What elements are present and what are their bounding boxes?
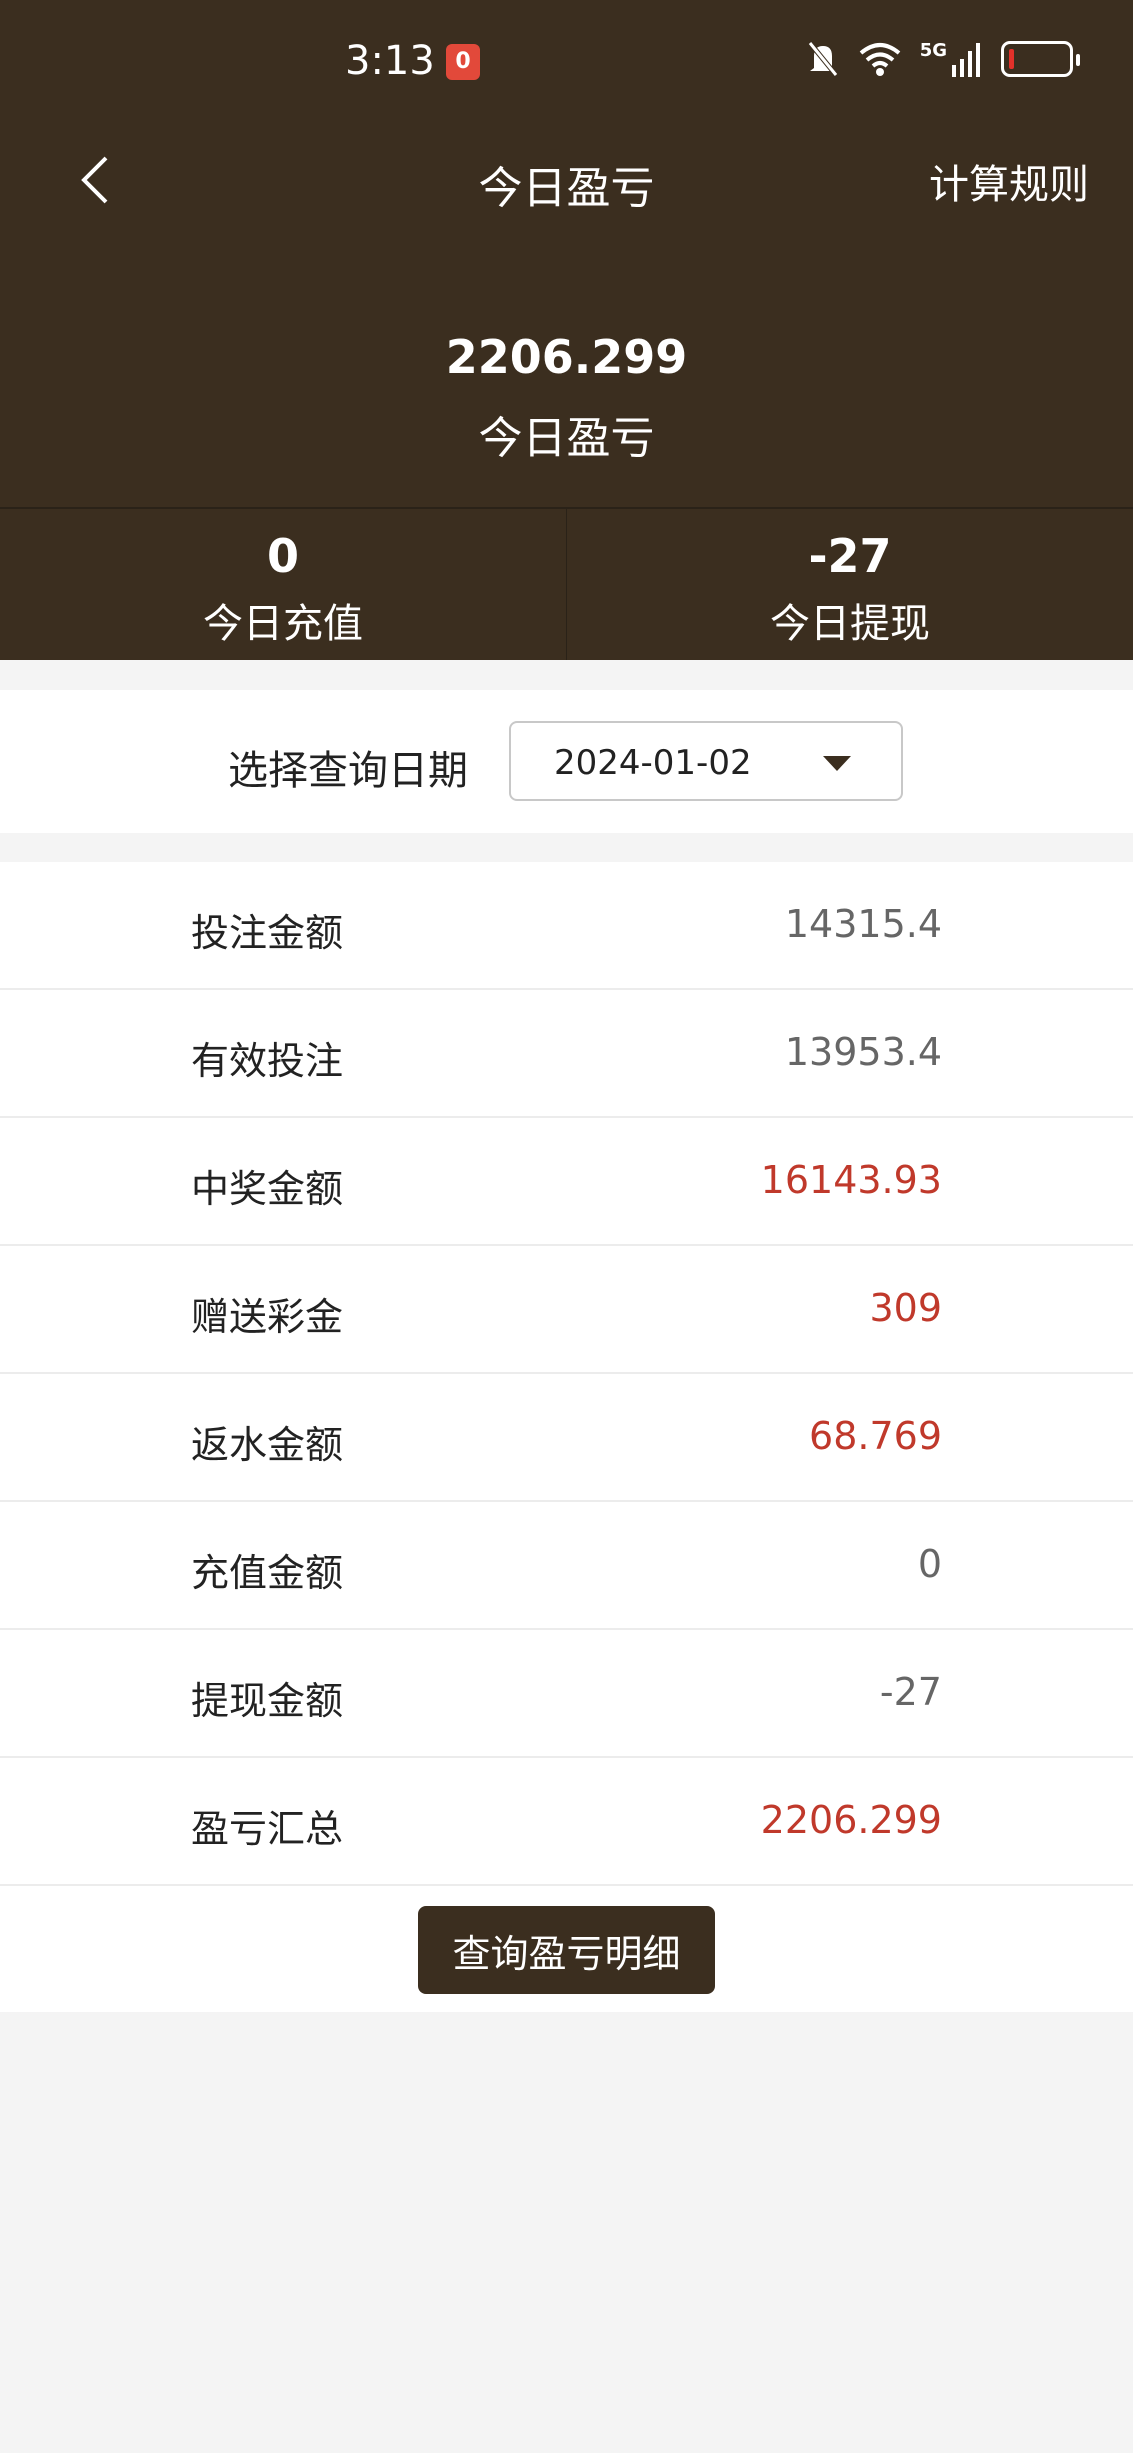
chevron-left-icon[interactable] <box>70 150 130 210</box>
header: 3:13 0 5G 今日盈亏 计算规则 2206.299 今日盈亏 0 今日充值… <box>0 0 1133 660</box>
date-select[interactable]: 2024-01-02 <box>509 721 903 801</box>
bell-off-icon <box>807 41 838 77</box>
row-value: 0 <box>917 1542 942 1586</box>
row-label: 提现金额 <box>191 1679 344 1723</box>
caret-down-icon <box>823 756 851 771</box>
divider <box>0 507 1133 509</box>
row-value: 2206.299 <box>760 1798 942 1842</box>
row-value: 309 <box>869 1286 942 1330</box>
today-profit-value: 2206.299 <box>445 330 688 384</box>
query-detail-button[interactable]: 查询盈亏明细 <box>418 1906 715 1994</box>
battery-low-icon <box>1001 41 1080 77</box>
row-value: 13953.4 <box>784 1030 942 1074</box>
list-item: 有效投注 13953.4 <box>0 990 1133 1118</box>
today-profit-label: 今日盈亏 <box>478 413 655 464</box>
list-item: 投注金额 14315.4 <box>0 862 1133 990</box>
row-label: 中奖金额 <box>191 1167 344 1211</box>
profit-breakdown-list: 投注金额 14315.4 有效投注 13953.4 中奖金额 16143.93 赠送彩金 30… <box>0 862 1133 1886</box>
notification-badge: 0 <box>446 44 480 80</box>
date-select-value: 2024-01-02 <box>554 743 752 783</box>
stat-withdraw: -27 今日提现 <box>567 509 1133 660</box>
page-title: 今日盈亏 <box>478 163 655 214</box>
list-item: 充值金额 0 <box>0 1502 1133 1630</box>
list-item: 返水金额 68.769 <box>0 1374 1133 1502</box>
signal-icon <box>952 43 980 77</box>
stat-label: 今日充值 <box>203 601 363 647</box>
button-area: 查询盈亏明细 <box>0 1886 1133 2012</box>
row-value: 68.769 <box>809 1414 942 1458</box>
date-filter: 选择查询日期 2024-01-02 <box>0 690 1133 833</box>
list-item: 提现金额 -27 <box>0 1630 1133 1758</box>
status-time: 3:13 <box>345 38 435 84</box>
row-label: 投注金额 <box>191 911 344 955</box>
row-value: 14315.4 <box>784 902 942 946</box>
row-label: 返水金额 <box>191 1423 344 1467</box>
stat-value: -27 <box>808 529 892 583</box>
stat-recharge: 0 今日充值 <box>0 509 566 660</box>
row-label: 盈亏汇总 <box>191 1807 344 1851</box>
row-label: 赠送彩金 <box>191 1295 344 1339</box>
row-label: 有效投注 <box>191 1039 344 1083</box>
stat-label: 今日提现 <box>770 601 930 647</box>
status-icons: 5G <box>806 40 1080 78</box>
list-item: 盈亏汇总 2206.299 <box>0 1758 1133 1886</box>
divider <box>566 509 567 660</box>
network-type: 5G <box>919 40 947 61</box>
date-filter-label: 选择查询日期 <box>228 748 468 794</box>
list-item: 中奖金额 16143.93 <box>0 1118 1133 1246</box>
row-value: 16143.93 <box>760 1158 942 1202</box>
list-item: 赠送彩金 309 <box>0 1246 1133 1374</box>
calculation-rules-link[interactable]: 计算规则 <box>929 162 1089 208</box>
wifi-icon <box>859 43 900 76</box>
stat-value: 0 <box>266 529 299 583</box>
row-label: 充值金额 <box>191 1551 344 1595</box>
row-value: -27 <box>879 1670 942 1714</box>
